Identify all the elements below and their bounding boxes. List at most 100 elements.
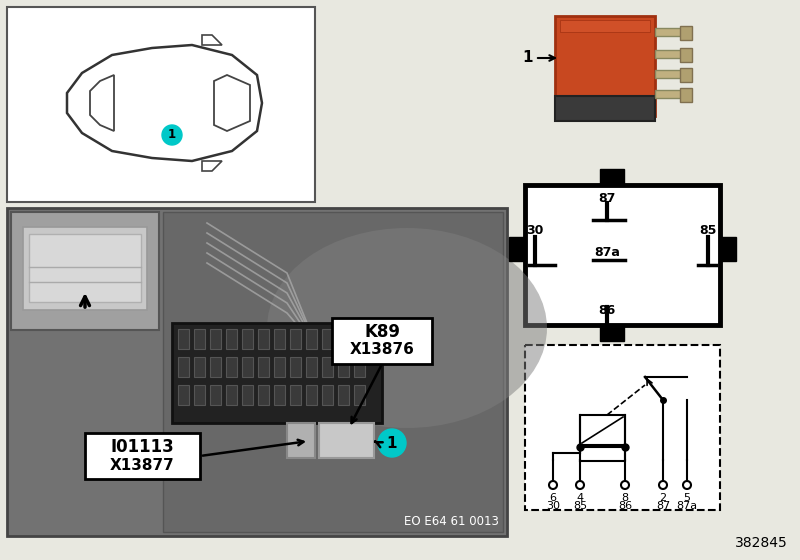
Polygon shape bbox=[655, 90, 683, 98]
Polygon shape bbox=[67, 45, 262, 161]
Text: X13876: X13876 bbox=[350, 343, 414, 357]
Polygon shape bbox=[319, 423, 374, 458]
Text: I01113: I01113 bbox=[110, 438, 174, 456]
Circle shape bbox=[378, 429, 406, 457]
Circle shape bbox=[549, 481, 557, 489]
Polygon shape bbox=[178, 357, 189, 377]
Text: EO E64 61 0013: EO E64 61 0013 bbox=[404, 515, 499, 528]
Polygon shape bbox=[178, 385, 189, 405]
Polygon shape bbox=[600, 325, 624, 341]
Polygon shape bbox=[580, 447, 625, 461]
Polygon shape bbox=[332, 318, 432, 364]
Polygon shape bbox=[720, 237, 736, 261]
Polygon shape bbox=[655, 28, 683, 36]
Circle shape bbox=[162, 125, 182, 145]
Polygon shape bbox=[322, 357, 333, 377]
Text: 87: 87 bbox=[656, 501, 670, 511]
Polygon shape bbox=[274, 385, 285, 405]
Text: 5: 5 bbox=[683, 493, 690, 503]
Polygon shape bbox=[258, 357, 269, 377]
Polygon shape bbox=[290, 385, 301, 405]
Text: 8: 8 bbox=[622, 493, 629, 503]
Text: 87a: 87a bbox=[677, 501, 698, 511]
Polygon shape bbox=[194, 385, 205, 405]
Text: 85: 85 bbox=[699, 223, 717, 236]
Polygon shape bbox=[306, 357, 317, 377]
Polygon shape bbox=[322, 385, 333, 405]
Text: 30: 30 bbox=[526, 223, 544, 236]
Polygon shape bbox=[680, 68, 692, 82]
Polygon shape bbox=[178, 329, 189, 349]
Text: K89: K89 bbox=[364, 323, 400, 341]
Polygon shape bbox=[655, 50, 683, 58]
Polygon shape bbox=[680, 88, 692, 102]
Polygon shape bbox=[202, 161, 222, 171]
Polygon shape bbox=[322, 329, 333, 349]
Text: 1: 1 bbox=[386, 436, 398, 450]
Polygon shape bbox=[214, 75, 250, 131]
Polygon shape bbox=[354, 329, 365, 349]
Polygon shape bbox=[172, 323, 382, 423]
Circle shape bbox=[683, 481, 691, 489]
Polygon shape bbox=[258, 329, 269, 349]
Text: 86: 86 bbox=[618, 501, 632, 511]
Text: 86: 86 bbox=[598, 305, 616, 318]
Polygon shape bbox=[560, 20, 650, 32]
Polygon shape bbox=[194, 329, 205, 349]
Circle shape bbox=[659, 481, 667, 489]
Polygon shape bbox=[680, 26, 692, 40]
Polygon shape bbox=[226, 357, 237, 377]
Text: 87: 87 bbox=[598, 193, 616, 206]
Polygon shape bbox=[29, 234, 141, 302]
Polygon shape bbox=[354, 357, 365, 377]
Text: 85: 85 bbox=[573, 501, 587, 511]
Text: X13877: X13877 bbox=[110, 458, 174, 473]
Polygon shape bbox=[600, 169, 624, 185]
Polygon shape bbox=[525, 185, 720, 325]
Polygon shape bbox=[226, 385, 237, 405]
Polygon shape bbox=[202, 35, 222, 45]
Polygon shape bbox=[525, 345, 720, 510]
Text: 4: 4 bbox=[577, 493, 583, 503]
Polygon shape bbox=[338, 357, 349, 377]
Polygon shape bbox=[210, 357, 221, 377]
Text: 87a: 87a bbox=[594, 246, 620, 259]
Polygon shape bbox=[338, 329, 349, 349]
Polygon shape bbox=[287, 423, 315, 458]
Polygon shape bbox=[555, 96, 655, 121]
Circle shape bbox=[621, 481, 629, 489]
Polygon shape bbox=[242, 385, 253, 405]
Polygon shape bbox=[655, 70, 683, 78]
Polygon shape bbox=[194, 357, 205, 377]
Polygon shape bbox=[90, 75, 114, 131]
Polygon shape bbox=[555, 16, 655, 116]
Text: 1: 1 bbox=[522, 50, 533, 66]
Polygon shape bbox=[580, 415, 625, 445]
Text: 2: 2 bbox=[659, 493, 666, 503]
Polygon shape bbox=[338, 385, 349, 405]
Text: 30: 30 bbox=[546, 501, 560, 511]
Polygon shape bbox=[210, 329, 221, 349]
Polygon shape bbox=[163, 212, 503, 532]
Ellipse shape bbox=[267, 228, 547, 428]
Text: 382845: 382845 bbox=[735, 536, 788, 550]
Polygon shape bbox=[23, 227, 147, 310]
Polygon shape bbox=[242, 329, 253, 349]
Polygon shape bbox=[290, 329, 301, 349]
Text: 6: 6 bbox=[550, 493, 557, 503]
Polygon shape bbox=[210, 385, 221, 405]
Circle shape bbox=[576, 481, 584, 489]
Polygon shape bbox=[226, 329, 237, 349]
Polygon shape bbox=[306, 329, 317, 349]
Polygon shape bbox=[290, 357, 301, 377]
Polygon shape bbox=[274, 329, 285, 349]
Polygon shape bbox=[242, 357, 253, 377]
Polygon shape bbox=[85, 433, 200, 479]
Polygon shape bbox=[11, 212, 159, 330]
Polygon shape bbox=[354, 385, 365, 405]
Polygon shape bbox=[258, 385, 269, 405]
Text: 1: 1 bbox=[168, 128, 176, 142]
Polygon shape bbox=[680, 48, 692, 62]
Polygon shape bbox=[7, 208, 507, 536]
Polygon shape bbox=[7, 7, 315, 202]
